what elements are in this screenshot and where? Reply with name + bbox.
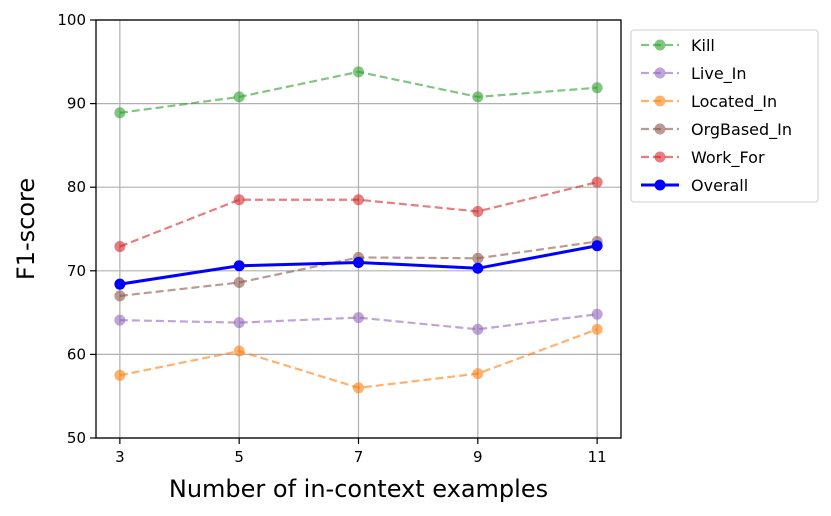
data-point: [353, 312, 364, 324]
legend-entry: Overall: [641, 176, 748, 195]
data-point: [114, 369, 126, 381]
legend-label: Located_In: [691, 92, 777, 112]
data-point: [114, 107, 126, 119]
x-tick-label: 3: [115, 448, 125, 466]
data-point: [591, 240, 603, 252]
legend-label: Kill: [691, 36, 715, 55]
series-work-for: [114, 176, 603, 253]
series-line: [119, 313, 598, 331]
legend-entry: Work_For: [641, 148, 765, 168]
data-point: [472, 91, 484, 103]
data-point: [591, 176, 603, 188]
y-tick-label: 80: [67, 178, 86, 196]
data-point: [114, 241, 126, 253]
x-tick-label: 11: [588, 448, 607, 466]
legend-marker: [654, 123, 666, 135]
data-point: [233, 260, 245, 272]
data-point: [233, 345, 245, 357]
legend-entry: OrgBased_In: [641, 120, 792, 140]
legend-label: Work_For: [691, 148, 765, 168]
y-tick-label: 70: [67, 262, 86, 280]
legend-entry: Live_In: [641, 64, 747, 84]
data-point: [472, 368, 484, 380]
legend-marker: [654, 39, 666, 51]
y-axis-title: F1-score: [12, 178, 40, 280]
y-tick-label: 60: [67, 345, 86, 363]
data-point: [591, 308, 603, 320]
legend-label: Live_In: [691, 64, 747, 84]
x-axis-title: Number of in-context examples: [169, 475, 548, 503]
data-point: [233, 91, 245, 103]
legend-label: OrgBased_In: [691, 120, 792, 140]
x-tick-label: 7: [354, 448, 364, 466]
data-point: [233, 317, 245, 329]
data-point: [472, 262, 484, 274]
data-point: [353, 66, 364, 78]
series-overall: [114, 240, 603, 290]
data-point: [472, 252, 484, 264]
series-kill: [114, 66, 603, 119]
data-point: [114, 278, 126, 290]
data-point: [353, 194, 364, 206]
legend-marker: [654, 67, 666, 79]
y-tick-label: 50: [67, 429, 86, 447]
data-point: [591, 82, 603, 94]
data-point: [472, 205, 484, 217]
legend-label: Overall: [691, 176, 748, 195]
legend-entry: Kill: [641, 36, 715, 55]
y-tick-label: 100: [57, 11, 86, 29]
series-lines: [114, 66, 603, 394]
data-point: [233, 194, 245, 206]
x-tick-label: 9: [473, 448, 483, 466]
series-located-in: [114, 323, 603, 394]
series-live-in: [114, 308, 603, 335]
data-point: [353, 256, 364, 268]
legend-marker: [654, 95, 666, 107]
data-point: [591, 323, 603, 335]
axis-ticks: 3 5 7 9 11 50 60 70 80 90 100: [57, 11, 606, 466]
data-point: [233, 277, 245, 289]
grid-lines: [96, 19, 621, 439]
y-tick-label: 90: [67, 95, 86, 113]
data-point: [353, 382, 364, 394]
legend-entry: Located_In: [641, 92, 777, 112]
data-point: [114, 314, 126, 326]
data-point: [472, 323, 484, 335]
legend-marker: [654, 179, 666, 191]
legend: Kill Live_In Located_In OrgBased_In Work_For…: [630, 29, 819, 203]
legend-marker: [654, 151, 666, 163]
data-point: [114, 290, 126, 302]
x-tick-label: 5: [234, 448, 244, 466]
